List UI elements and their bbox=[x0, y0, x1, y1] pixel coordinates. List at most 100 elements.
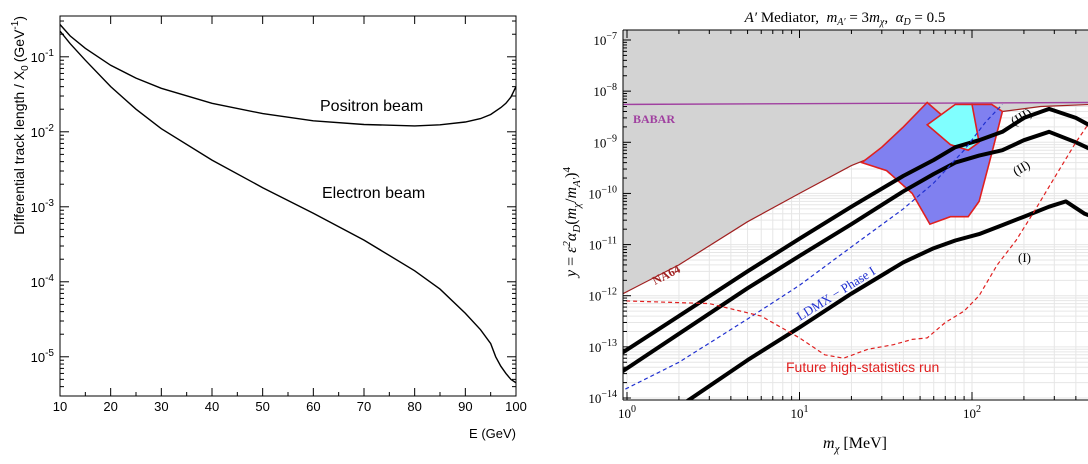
right-xlabel-unit: [MeV] bbox=[839, 435, 887, 452]
right-x-axis-label: mχ [MeV] bbox=[823, 435, 887, 455]
right-ylabel-a: A′ bbox=[571, 177, 583, 188]
left-x-tick-label: 60 bbox=[306, 399, 320, 414]
right-ylabel-sq: 2 bbox=[561, 241, 573, 247]
left-ticks: 10 20 30 40 50 60 70 80 90 10010-110-210-310-410-… bbox=[31, 16, 527, 414]
left-y-label-sub: 0 bbox=[20, 65, 31, 71]
right-title-sub3: D bbox=[902, 17, 911, 28]
left-plot-frame bbox=[59, 15, 517, 397]
right-ylabel-alpha: α bbox=[563, 232, 580, 241]
left-x-tick-label: 70 bbox=[357, 399, 371, 414]
left-y-tick-label-2: 10-3 bbox=[31, 198, 55, 215]
right-y-tick-label-4-exp: −11 bbox=[602, 236, 617, 247]
right-y-axis-label: y = ε2αD(mχ/mA′)4 bbox=[561, 166, 583, 279]
right-x-tick-label-2-base: 10 bbox=[963, 406, 976, 421]
left-y-tick-label-4-exp: -5 bbox=[45, 348, 54, 359]
right-y-tick-label-3-base: 10 bbox=[588, 186, 601, 201]
right-babar-line bbox=[623, 101, 1088, 106]
left-y-tick-label-1-base: 10 bbox=[31, 125, 45, 140]
right-x-tick-label-0-exp: 0 bbox=[631, 404, 636, 415]
right-y-tick-label-1: 10−8 bbox=[593, 82, 617, 99]
left-y-label-sup: -1 bbox=[10, 20, 21, 29]
left-annotation-electron: Electron beam bbox=[322, 185, 425, 202]
right-ldmx-phase1-curve bbox=[623, 103, 1003, 391]
right-y-tick-label-7: 10−14 bbox=[588, 389, 617, 406]
left-x-tick-label: 20 bbox=[103, 399, 117, 414]
right-x-tick-label-0-base: 10 bbox=[618, 406, 631, 421]
right-y-tick-label-4-base: 10 bbox=[589, 238, 602, 253]
right-plot-content bbox=[623, 30, 1088, 400]
right-y-tick-label-6-base: 10 bbox=[588, 340, 601, 355]
left-x-tick-label: 10 bbox=[53, 399, 67, 414]
right-xlabel-m: m bbox=[823, 435, 835, 452]
right-x-tick-label-2: 102 bbox=[963, 404, 981, 421]
left-series-line-positron bbox=[59, 24, 517, 127]
left-x-tick-label: 80 bbox=[407, 399, 421, 414]
right-ylabel-y: y bbox=[563, 269, 580, 279]
left-y-label-main: Differential track length / X bbox=[11, 70, 27, 235]
right-y-tick-label-6: 10−13 bbox=[588, 338, 617, 355]
right-y-tick-label-6-exp: −13 bbox=[601, 338, 617, 349]
right-title-mediator: Mediator, bbox=[757, 10, 826, 26]
right-label-ldmx: LDMX − Phase I bbox=[794, 263, 878, 323]
right-label-curve-ii: (II) bbox=[1010, 157, 1033, 179]
right-y-tick-label-1-exp: −8 bbox=[606, 82, 617, 93]
left-y-label-close: ) bbox=[11, 16, 27, 21]
left-y-tick-label-1-exp: -2 bbox=[45, 123, 54, 134]
left-plot-content bbox=[59, 24, 517, 384]
right-title-m: m bbox=[826, 10, 837, 26]
right-title-eq: = 3 bbox=[846, 10, 869, 26]
left-chart: 10 20 30 40 50 60 70 80 90 10010-110-210-310-410-… bbox=[10, 15, 527, 441]
right-title-m2: m bbox=[869, 10, 880, 26]
right-ylabel-eq: = bbox=[563, 253, 580, 270]
left-series-line-electron bbox=[59, 30, 517, 384]
right-x-tick-label-1: 101 bbox=[791, 404, 809, 421]
left-y-tick-label-3-base: 10 bbox=[31, 275, 45, 290]
left-annotation-positron: Positron beam bbox=[320, 98, 423, 115]
right-x-tick-label-2-exp: 2 bbox=[976, 404, 981, 415]
left-y-tick-label-0-exp: -1 bbox=[45, 48, 54, 59]
right-y-tick-label-4: 10−11 bbox=[589, 236, 617, 253]
right-y-tick-label-2-base: 10 bbox=[593, 135, 606, 150]
left-y-tick-label-4: 10-5 bbox=[31, 348, 55, 365]
right-label-curve-i: (I) bbox=[1018, 250, 1031, 265]
left-x-tick-label: 30 bbox=[154, 399, 168, 414]
left-x-tick-label: 40 bbox=[205, 399, 219, 414]
right-title-sub2: χ bbox=[879, 17, 885, 28]
right-y-tick-label-0-exp: −7 bbox=[606, 31, 617, 42]
right-title-alpha: α bbox=[896, 10, 905, 26]
left-y-tick-label-1: 10-2 bbox=[31, 123, 55, 140]
right-cyan-region bbox=[925, 103, 980, 152]
right-xlabel-sub: χ bbox=[834, 443, 841, 455]
right-x-tick-label-1-exp: 1 bbox=[804, 404, 809, 415]
right-ticks: 100 101 10210−710−810−910−1010−1110−1210−1… bbox=[588, 30, 1077, 421]
right-curve-i bbox=[685, 199, 1088, 400]
right-ylabel-m2: m bbox=[563, 187, 580, 199]
left-x-tick-label: 50 bbox=[255, 399, 269, 414]
left-y-tick-label-0-base: 10 bbox=[31, 50, 45, 65]
left-x-tick-label: 90 bbox=[458, 399, 472, 414]
right-x-tick-label-1-base: 10 bbox=[791, 406, 804, 421]
right-ylabel-m: m bbox=[563, 208, 580, 220]
left-y-tick-label-3: 10-4 bbox=[31, 273, 55, 290]
right-y-tick-label-2-exp: −9 bbox=[606, 133, 617, 144]
right-y-tick-label-7-exp: −14 bbox=[601, 389, 617, 400]
left-x-axis-label: E (GeV) bbox=[469, 426, 516, 441]
right-y-tick-label-3: 10−10 bbox=[588, 184, 617, 201]
left-y-tick-label-2-base: 10 bbox=[31, 200, 45, 215]
left-y-axis-label: Differential track length / X0 (GeV-1) bbox=[10, 16, 31, 235]
left-y-tick-label-4-base: 10 bbox=[31, 350, 45, 365]
left-x-tick-label: 100 bbox=[505, 399, 527, 414]
right-chart-title: A′ Mediator, mA′ = 3mχ, αD = 0.5 bbox=[744, 10, 946, 28]
right-title-comma: , bbox=[884, 10, 895, 26]
right-title-amed: A′ bbox=[744, 10, 758, 26]
right-ylabel-chi: χ bbox=[571, 202, 583, 209]
right-curve-iii bbox=[623, 106, 1088, 355]
right-y-tick-label-2: 10−9 bbox=[593, 133, 617, 150]
right-curve-ii bbox=[623, 129, 1088, 374]
left-y-tick-label-3-exp: -4 bbox=[45, 273, 54, 284]
right-label-future-run: Future high-statistics run bbox=[786, 359, 939, 375]
right-x-tick-label-0: 100 bbox=[618, 404, 636, 421]
right-y-tick-label-1-base: 10 bbox=[593, 84, 606, 99]
right-y-tick-label-5-exp: −12 bbox=[601, 287, 617, 298]
